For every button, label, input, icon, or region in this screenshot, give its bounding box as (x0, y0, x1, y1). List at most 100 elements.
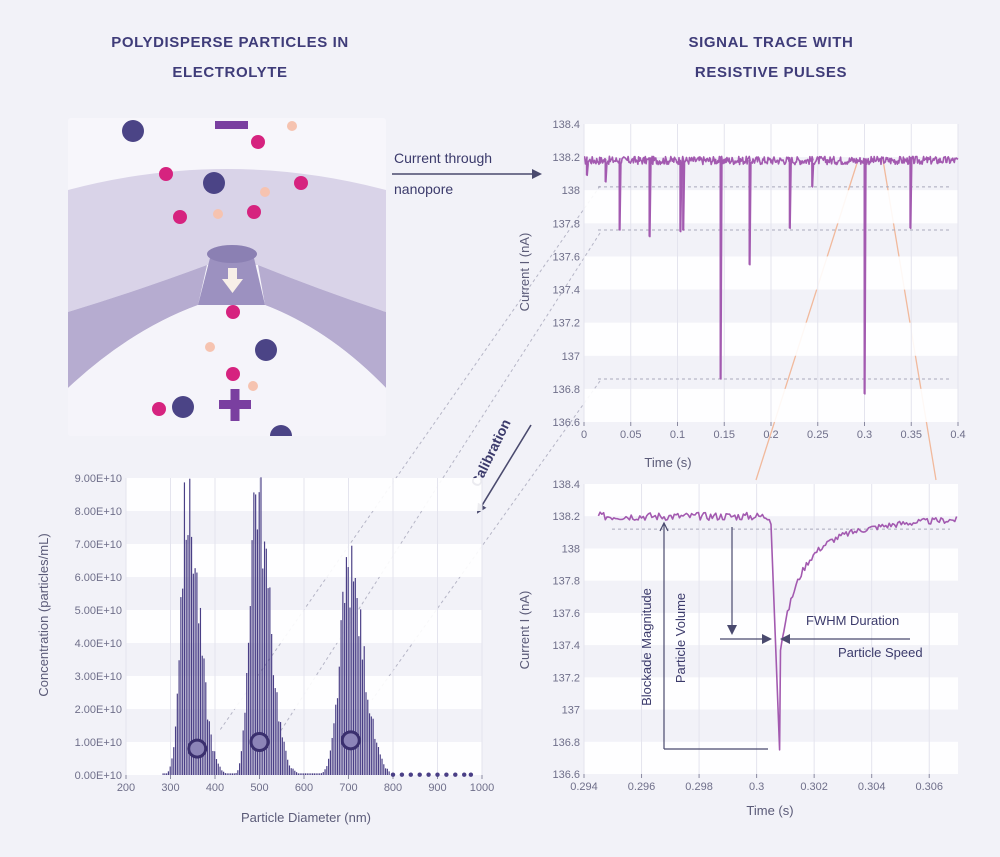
histogram-bar (276, 692, 278, 775)
histogram-bar (194, 568, 196, 775)
histogram-bar (351, 545, 353, 775)
left-heading-line1: POLYDISPERSE PARTICLES IN (111, 34, 349, 51)
histogram-bar (381, 758, 383, 775)
histogram-bar (344, 602, 346, 775)
x-tick-label: 0.2 (763, 429, 778, 441)
x-tick-label: 0.298 (685, 781, 713, 793)
histogram-bar (315, 773, 317, 775)
grid-band (584, 484, 958, 517)
histogram-bar (342, 591, 344, 775)
histogram-bar (206, 719, 209, 775)
histogram-bar (196, 572, 198, 775)
y-tick-label: 9.00E+10 (75, 473, 122, 485)
histogram-bar (246, 672, 248, 775)
y-tick-label: 137.2 (552, 318, 580, 330)
histogram-bar (290, 768, 292, 775)
histogram-bar (368, 713, 371, 775)
histogram-bar (190, 536, 193, 775)
zoomed-pulse-chart: 138.4 138.2 138 137.8 137.6 137.4 137.2 137 136.… (517, 479, 958, 818)
y-tick-label: 137.8 (552, 576, 580, 588)
histogram-bar (235, 773, 237, 775)
histogram-bar (174, 726, 177, 775)
histogram-bar (388, 771, 390, 775)
y-tick-label: 137 (562, 351, 580, 363)
histogram-bar (386, 768, 388, 775)
y-tick-label: 138.4 (552, 119, 580, 131)
particle-navy-0 (122, 120, 144, 142)
membrane-left-wall (68, 265, 207, 388)
histogram-bar (306, 773, 308, 775)
histogram-bar (199, 607, 202, 775)
x-tick-label: 400 (206, 782, 224, 794)
histogram-bar (274, 688, 276, 775)
current-label-line2: nanopore (394, 181, 453, 197)
histogram-bar (324, 769, 326, 775)
histogram-bar (294, 770, 296, 775)
membrane-right-wall (258, 265, 386, 388)
x-tick-label: 0.15 (714, 429, 735, 441)
histogram-bar (297, 773, 299, 775)
histogram-bar (279, 722, 282, 775)
particle-peach-11 (205, 342, 215, 352)
y-tick-label: 136.6 (552, 769, 580, 781)
histogram-bar (182, 588, 184, 775)
histogram-bar (178, 660, 180, 775)
current-label: Current through nanopore (392, 150, 542, 197)
tail-point-9 (468, 772, 474, 777)
histogram-bar (336, 698, 339, 775)
particle-navy-12 (255, 339, 277, 361)
blockade-label: Blockade Magnitude (639, 588, 654, 706)
particle-speed-label: Particle Speed (838, 645, 923, 660)
x-tick-label: 0.294 (570, 781, 598, 793)
histogram-bar (214, 751, 216, 775)
histogram-bar (356, 598, 358, 775)
histogram-bar (312, 773, 314, 775)
histogram-bar (221, 770, 223, 775)
histogram-bar (242, 730, 244, 775)
histogram-bar (335, 704, 337, 775)
right-heading-line1: SIGNAL TRACE WITH (689, 34, 854, 51)
histogram-bar (295, 772, 298, 775)
x-tick-label: 300 (161, 782, 179, 794)
histogram-bar (164, 773, 166, 775)
y-tick-label: 8.00E+10 (75, 506, 122, 518)
x-tick-label: 0.3 (857, 429, 872, 441)
particle-peach-14 (248, 381, 258, 391)
tail-point-7 (453, 772, 458, 777)
histogram-bar (224, 773, 226, 775)
histogram-bar (320, 773, 323, 775)
grid-band (584, 548, 958, 581)
signal-trace-chart: 138.4 138.2 138 137.8 137.6 137.4 137.2 137 136.… (517, 119, 966, 470)
histogram-bar (256, 529, 259, 775)
histogram-bar (331, 737, 333, 775)
histogram-bar (198, 623, 200, 775)
histogram-bar (205, 682, 207, 775)
histogram-bar (187, 535, 189, 775)
right-heading-line2: RESISTIVE PULSES (695, 64, 847, 81)
histogram-bar (349, 607, 351, 775)
particle-magenta-13 (226, 367, 240, 381)
x-tick-label: 0.296 (628, 781, 656, 793)
histogram-bar (361, 659, 364, 775)
histogram-bar (383, 764, 385, 775)
y-tick-label: 138.4 (552, 479, 580, 491)
histogram-bar (376, 742, 378, 775)
particle-peach-8 (213, 209, 223, 219)
histogram-bar (360, 609, 362, 775)
histogram-bar (180, 597, 182, 775)
particle-navy-17 (270, 425, 292, 436)
grid-band (584, 741, 958, 774)
histogram-bar (338, 666, 340, 775)
x-tick-label: 800 (384, 782, 402, 794)
y-tick-label: 138 (562, 185, 580, 197)
x-tick-label: 200 (117, 782, 135, 794)
histogram-bar (189, 478, 191, 775)
y-tick-label: 137.6 (552, 608, 580, 620)
histogram-bar (358, 636, 360, 775)
histogram-bar (304, 773, 307, 775)
histogram-bar (223, 771, 225, 775)
particle-navy-4 (203, 172, 225, 194)
histogram-bar (162, 773, 164, 775)
